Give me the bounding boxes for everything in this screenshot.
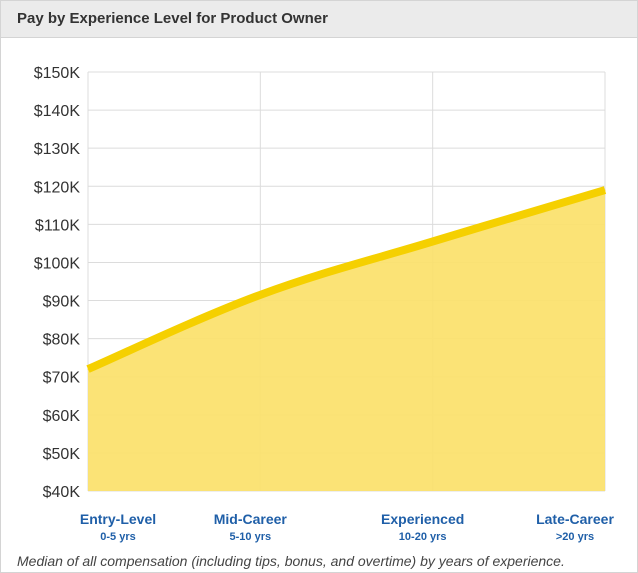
y-tick-label: $60K <box>43 408 81 425</box>
x-category-sublabel: >20 yrs <box>556 531 594 543</box>
chart-caption: Median of all compensation (including ti… <box>17 553 565 569</box>
y-tick-label: $90K <box>43 294 81 311</box>
chart-title: Pay by Experience Level for Product Owne… <box>17 10 328 27</box>
y-tick-label: $70K <box>43 370 81 387</box>
y-tick-label: $120K <box>34 179 81 196</box>
card-header: Pay by Experience Level for Product Owne… <box>1 1 637 38</box>
y-tick-label: $140K <box>34 103 81 120</box>
y-tick-label: $150K <box>34 65 81 82</box>
x-category-label: Experienced <box>381 511 464 527</box>
y-tick-label: $80K <box>43 332 81 349</box>
x-category-label: Late-Career <box>536 511 614 527</box>
x-category-label: Mid-Career <box>214 511 288 527</box>
x-category-sublabel: 5-10 yrs <box>230 531 272 543</box>
y-tick-label: $40K <box>43 484 81 501</box>
x-category-sublabel: 0-5 yrs <box>100 531 135 543</box>
y-tick-label: $50K <box>43 446 81 463</box>
data-point <box>432 241 434 243</box>
data-point <box>87 368 89 370</box>
pay-line <box>86 186 607 373</box>
y-tick-label: $130K <box>34 141 81 158</box>
y-tick-label: $110K <box>35 217 80 234</box>
x-category-sublabel: 10-20 yrs <box>399 531 447 543</box>
pay-area <box>88 190 605 491</box>
x-category-label: Entry-Level <box>80 511 156 527</box>
y-tick-label: $100K <box>34 255 81 272</box>
data-point <box>604 189 606 191</box>
data-point <box>259 294 261 296</box>
